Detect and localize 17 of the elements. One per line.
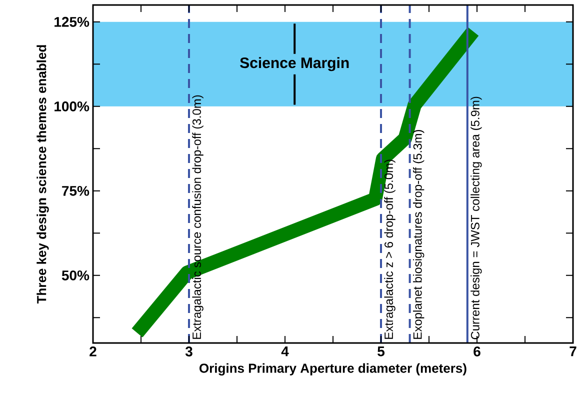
y-axis-title: Three key design science themes enabled bbox=[36, 45, 49, 304]
x-tick-label: 7 bbox=[570, 346, 576, 356]
y-tick-label: 50% bbox=[62, 270, 90, 280]
y-tick-label: 75% bbox=[62, 186, 90, 196]
ref-line-label: Current design = JWST collecting area (5.9m) bbox=[470, 96, 482, 340]
ref-line-label: Extragalactic z > 6 drop-off (5.0m) bbox=[384, 160, 396, 339]
band-label: Science Margin bbox=[240, 57, 349, 72]
ref-line-label: Exoplanet biosignatures drop-off (5.3m) bbox=[412, 130, 424, 339]
y-tick-label: 125% bbox=[54, 16, 90, 27]
x-tick-label: 4 bbox=[281, 346, 289, 356]
x-tick-label: 5 bbox=[378, 346, 384, 356]
x-tick-label: 3 bbox=[185, 346, 192, 356]
x-tick-label: 2 bbox=[90, 346, 96, 356]
x-tick-label: 6 bbox=[474, 346, 480, 356]
ref-line-label: Extragalactic source confusion drop-off (3.0m) bbox=[192, 95, 204, 339]
x-axis-title: Origins Primary Aperture diameter (meters) bbox=[200, 363, 466, 376]
y-tick-label: 100% bbox=[54, 101, 90, 112]
